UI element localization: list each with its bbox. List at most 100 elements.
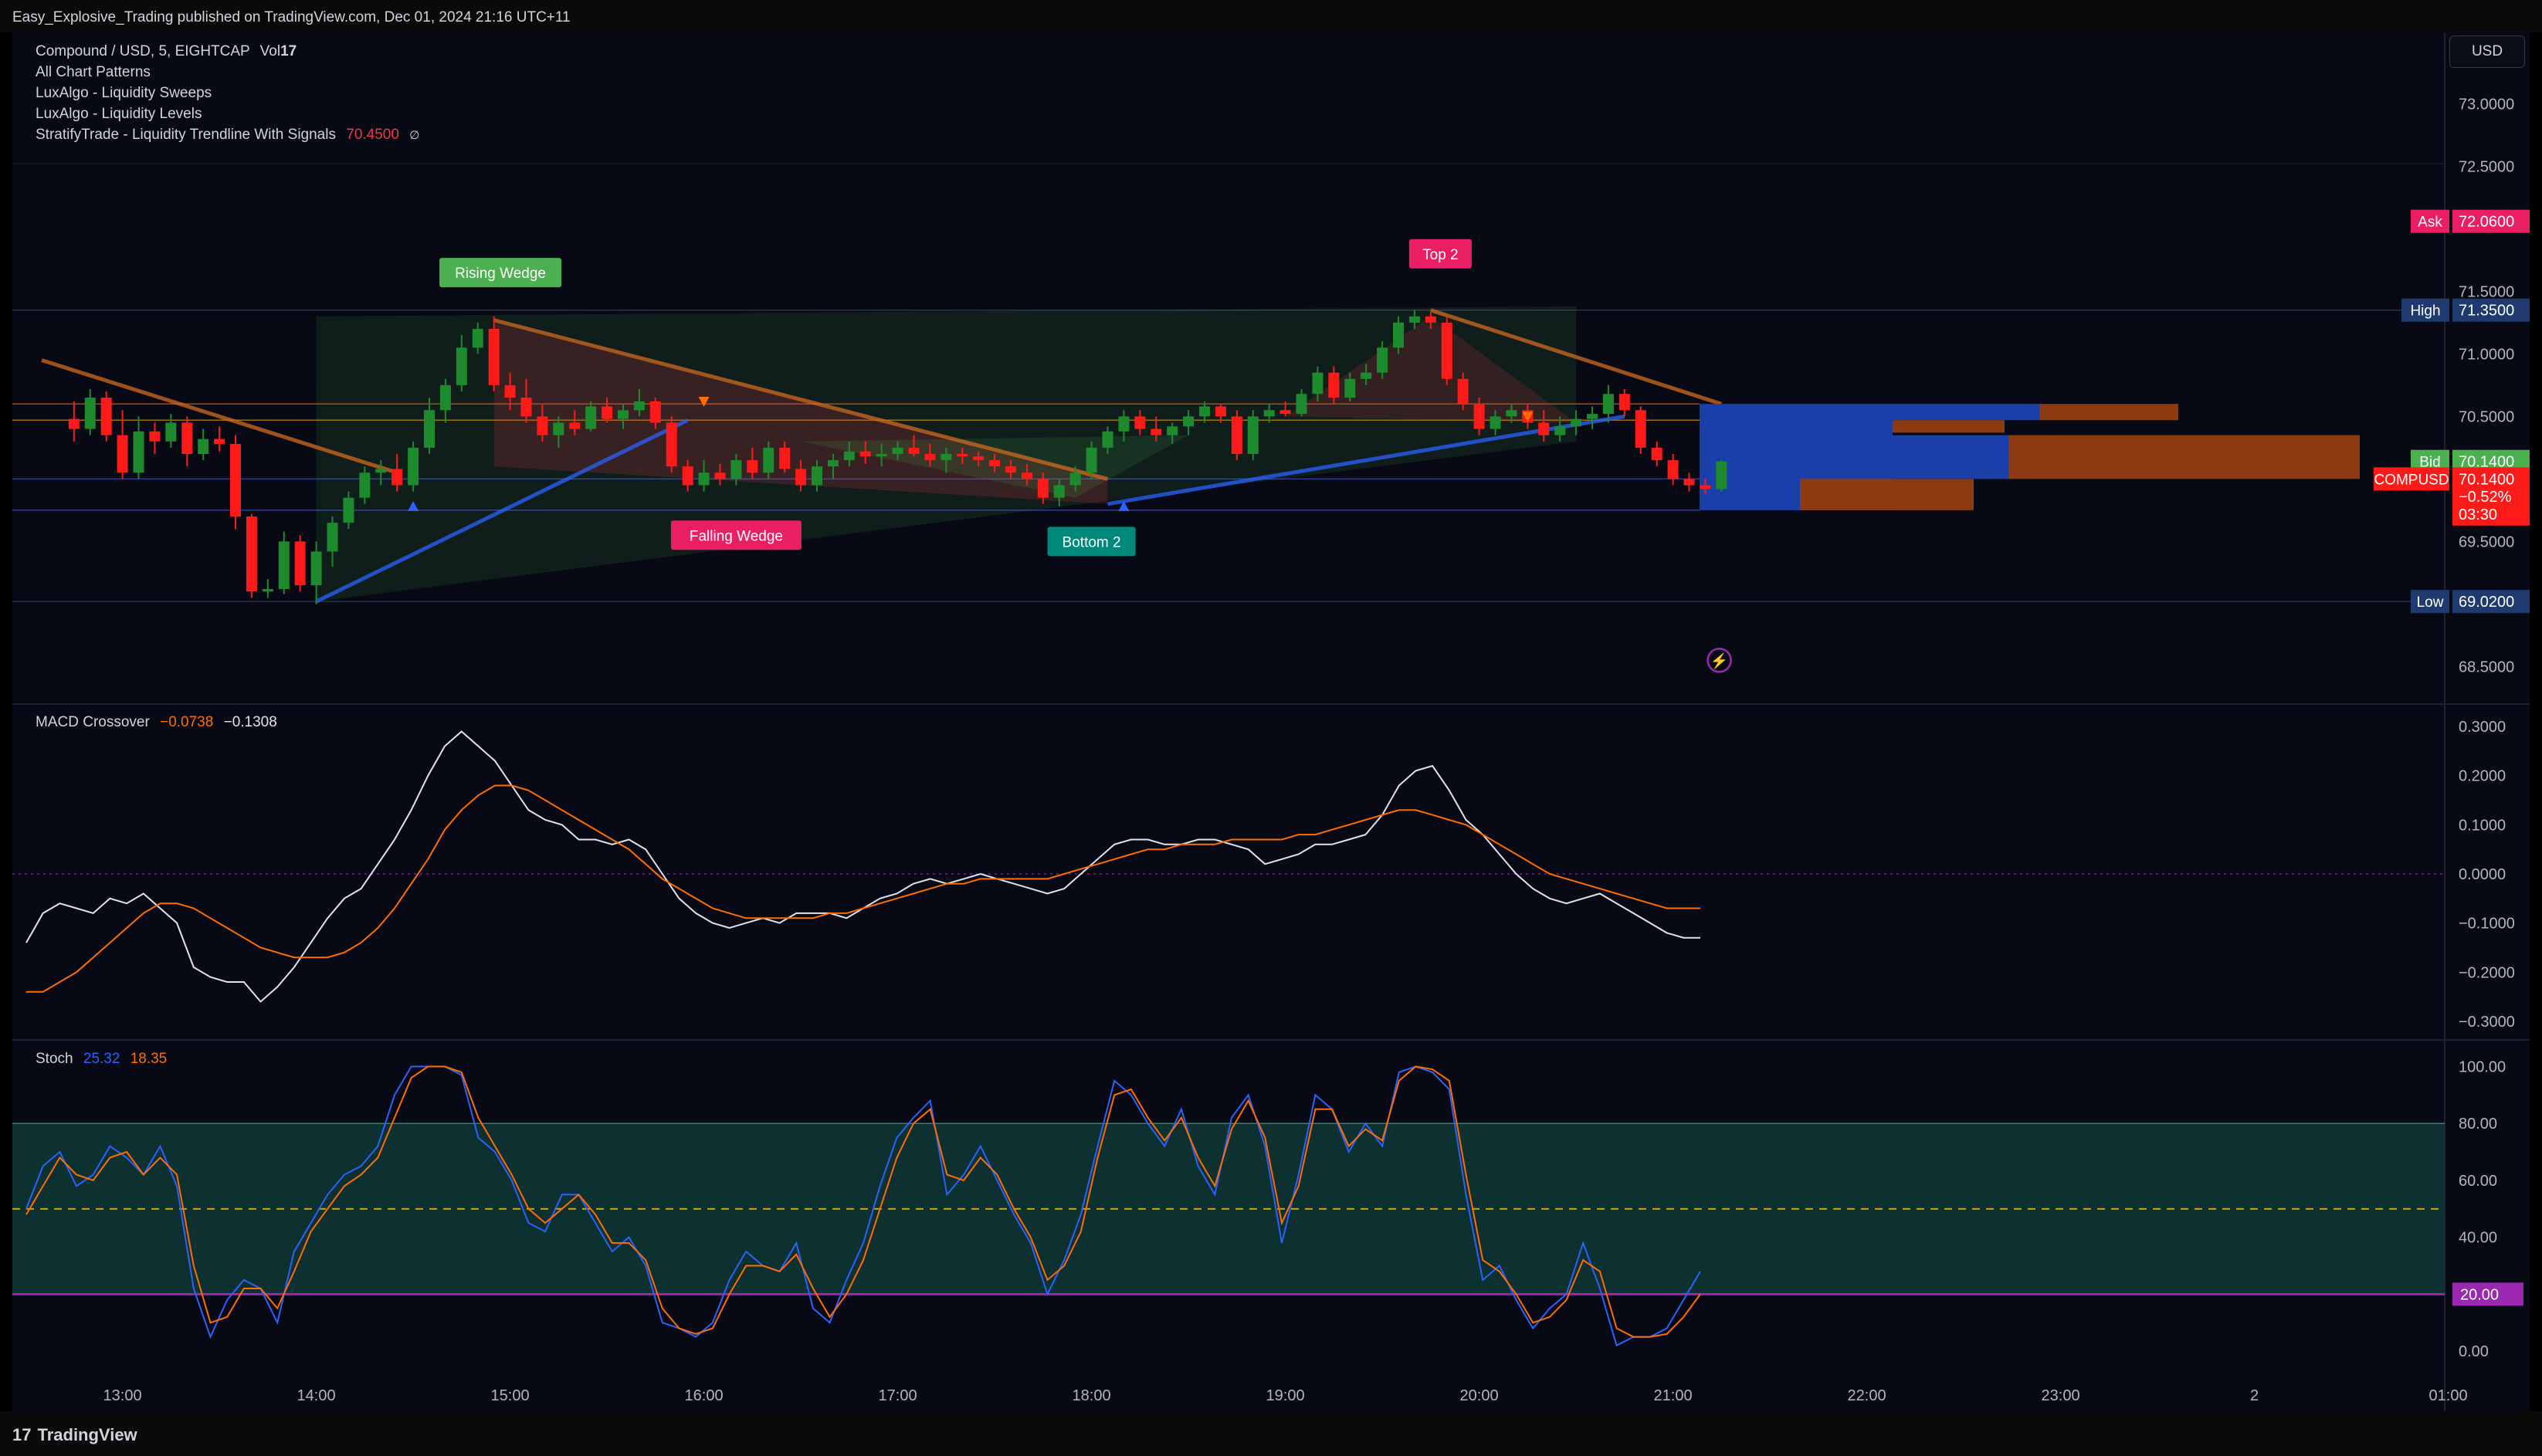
macd-tick-label: 0.3000 xyxy=(2459,719,2506,736)
time-tick-label: 22:00 xyxy=(1848,1387,1886,1404)
candle-body xyxy=(1361,372,1372,379)
legend-stratify[interactable]: StratifyTrade - Liquidity Trendline With… xyxy=(36,127,419,144)
currency-selector[interactable]: USD xyxy=(2449,36,2525,68)
price-tick-label: 71.5000 xyxy=(2459,283,2514,300)
candle-body xyxy=(714,472,726,479)
chart-canvas[interactable]: 73.0000 72.5000 71.5000 71.0000 70.5000 69.50… xyxy=(12,32,2530,1411)
price-label-tag xyxy=(2374,467,2449,491)
candle-body xyxy=(133,431,144,473)
candle-body xyxy=(1635,410,1646,448)
time-tick-label: 17:00 xyxy=(879,1387,917,1404)
candle-body xyxy=(117,435,128,473)
candle-body xyxy=(682,466,693,486)
time-tick-label: 2 xyxy=(2250,1387,2259,1404)
time-tick-label: 23:00 xyxy=(2042,1387,2080,1404)
candle-body xyxy=(957,454,968,457)
macd-tick-label: −0.1000 xyxy=(2459,916,2515,933)
candle-body xyxy=(1506,410,1517,417)
candle-body xyxy=(1183,416,1195,427)
legend-stoch-d: 18.35 xyxy=(130,1051,168,1067)
candle-body xyxy=(165,422,177,442)
candle-body xyxy=(262,588,273,592)
time-tick-label: 15:00 xyxy=(491,1387,530,1404)
price-tick-label: 69.5000 xyxy=(2459,533,2514,550)
candle-body xyxy=(310,551,322,586)
price-label-value: −0.52% xyxy=(2459,489,2512,506)
liquidity-block xyxy=(2008,435,2360,479)
legend-indicator-1[interactable]: LuxAlgo - Liquidity Sweeps xyxy=(36,85,212,101)
publish-info: Easy_Explosive_Trading published on Trad… xyxy=(12,9,571,25)
price-label-value: 71.3500 xyxy=(2459,303,2514,320)
candle-body xyxy=(602,406,613,419)
legend-macd-value-2: −0.1308 xyxy=(223,714,277,730)
candle-body xyxy=(294,541,306,586)
price-label-tag xyxy=(2401,298,2449,322)
price-label-value: 72.0600 xyxy=(2459,214,2514,231)
candle-body xyxy=(1473,404,1485,429)
time-tick-label: 21:00 xyxy=(1654,1387,1693,1404)
macd-tick-label: 0.1000 xyxy=(2459,817,2506,834)
candle-body xyxy=(812,466,822,486)
candle-body xyxy=(439,384,451,411)
stoch-k-line xyxy=(25,1065,1701,1347)
candle-body xyxy=(924,454,936,461)
candle-body xyxy=(827,460,839,467)
candle-body xyxy=(375,469,387,473)
candle-body xyxy=(230,444,241,516)
candle-body xyxy=(1086,447,1097,473)
tradingview-logo[interactable]: 17 TradingView xyxy=(12,1425,137,1445)
candle-body xyxy=(1377,347,1388,373)
legend-symbol-name: Compound / USD, 5, EIGHTCAP xyxy=(36,43,250,59)
time-tick-label: 16:00 xyxy=(685,1387,724,1404)
support-trendline xyxy=(315,418,689,604)
candle-body xyxy=(698,472,710,486)
candle-body xyxy=(908,447,920,454)
candle-body xyxy=(198,438,209,454)
candle-body xyxy=(327,523,338,552)
legend-indicator-2[interactable]: LuxAlgo - Liquidity Levels xyxy=(36,106,202,122)
candle-body xyxy=(859,451,871,457)
candle-body xyxy=(1021,472,1032,479)
candle-body xyxy=(973,456,985,461)
chart-area[interactable]: 73.0000 72.5000 71.5000 71.0000 70.5000 69.50… xyxy=(12,32,2530,1411)
stoch-tick-label: 80.00 xyxy=(2459,1116,2497,1133)
macd-tick-label: −0.2000 xyxy=(2459,964,2515,981)
candle-body xyxy=(1554,426,1566,435)
legend-stoch-name: Stoch xyxy=(36,1051,73,1067)
candle-body xyxy=(892,447,903,454)
candle-body xyxy=(391,469,403,486)
resistance-trendline xyxy=(493,318,1109,481)
liquidity-block xyxy=(2039,404,2178,421)
legend-macd[interactable]: MACD Crossover −0.0738 −0.1308 xyxy=(36,714,277,731)
stoch-oversold-label: 20.00 xyxy=(2460,1286,2499,1303)
candle-body xyxy=(84,398,96,429)
candle-body xyxy=(537,416,548,435)
candle-body xyxy=(1102,431,1113,448)
resistance-trendline xyxy=(41,358,398,475)
stoch-oversold-box xyxy=(2452,1282,2523,1306)
candle-body xyxy=(1053,485,1065,498)
candle-body xyxy=(424,410,435,448)
candle-body xyxy=(1571,418,1582,427)
candle-body xyxy=(1312,372,1324,394)
candle-body xyxy=(569,422,581,429)
candle-body xyxy=(1296,394,1307,415)
macd-tick-label: −0.3000 xyxy=(2459,1014,2515,1031)
candle-body xyxy=(779,447,791,469)
candle-body xyxy=(456,347,467,385)
legend-stoch-k: 25.32 xyxy=(83,1051,120,1067)
candle-body xyxy=(1231,416,1242,454)
candle-body xyxy=(246,516,257,592)
legend-macd-value-1: −0.0738 xyxy=(160,714,214,730)
candle-body xyxy=(1683,479,1695,486)
price-tick-label: 70.5000 xyxy=(2459,408,2514,425)
signal-triangle xyxy=(698,396,710,407)
candle-body xyxy=(1037,479,1049,498)
signal-triangle xyxy=(408,501,419,512)
legend-indicator-0[interactable]: All Chart Patterns xyxy=(36,64,151,80)
candle-body xyxy=(1618,394,1630,411)
candle-body xyxy=(1118,416,1130,432)
legend-stoch[interactable]: Stoch 25.32 18.35 xyxy=(36,1051,167,1068)
candle-body xyxy=(149,431,161,442)
price-tick-label: 73.0000 xyxy=(2459,96,2514,113)
